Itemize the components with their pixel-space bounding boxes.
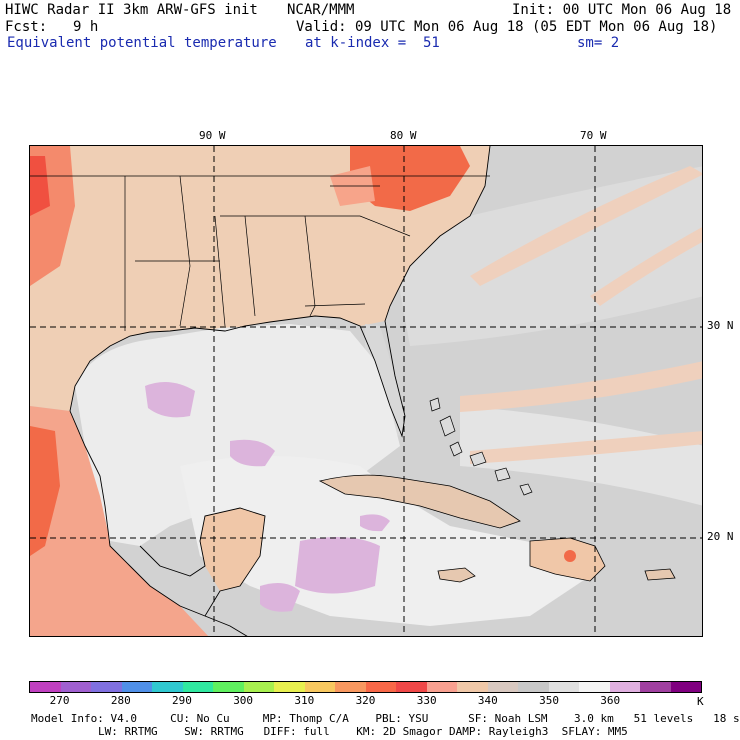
color-scale-tick-label: 340 [477, 694, 498, 707]
color-swatch [670, 682, 701, 692]
color-swatch [274, 682, 305, 692]
color-swatch [335, 682, 366, 692]
atlantic-warm-streak-2 [590, 227, 702, 306]
atlantic-warm-streak [470, 166, 702, 286]
color-swatch [182, 682, 213, 692]
lon-label-70w: 70 W [580, 129, 607, 142]
us-land [30, 146, 490, 411]
smoothing-info: sm= 2 [577, 35, 620, 51]
color-scale-tick-label: 280 [110, 694, 131, 707]
color-swatch [579, 682, 610, 692]
color-swatch [121, 682, 152, 692]
us-coastline [69, 146, 491, 438]
lavender-patch-5 [360, 514, 390, 532]
init-time: Init: 00 UTC Mon 06 Aug 18 [512, 2, 732, 18]
color-swatch [213, 682, 244, 692]
lon-label-80w: 80 W [390, 129, 417, 142]
state-borders [30, 175, 490, 331]
lat-label-30n: 30 N [707, 319, 734, 332]
color-swatch [60, 682, 91, 692]
color-swatch [426, 682, 457, 692]
color-scale-tick-label: 290 [172, 694, 192, 707]
color-swatch [640, 682, 671, 692]
theta-e-map [29, 145, 703, 637]
lon-label-90w: 90 W [199, 129, 226, 142]
color-scale-tick-label: 270 [49, 694, 70, 707]
color-scale-unit: K [697, 695, 704, 708]
color-swatch [609, 682, 640, 692]
color-swatch [457, 682, 488, 692]
color-swatch [91, 682, 122, 692]
color-swatch [30, 682, 61, 692]
lavender-patch-1 [145, 382, 195, 418]
color-scale-tick-label: 350 [539, 694, 559, 707]
color-swatch [396, 682, 427, 692]
atlantic-band-light [460, 406, 702, 506]
mexico-warm-region [30, 426, 60, 556]
atlantic-warm-streak-4 [470, 431, 702, 464]
product-title: HIWC Radar II 3km ARW-GFS init [5, 2, 258, 18]
model-info-line1: Model Info: V4.0 CU: No Cu MP: Thomp C/A… [31, 712, 740, 725]
bahamas-islands [429, 397, 533, 496]
cuba-island [318, 474, 521, 529]
color-swatch [548, 682, 579, 692]
forecast-hour: 9 h [73, 19, 99, 35]
florida-peninsula [365, 324, 405, 436]
color-scale-bar [29, 681, 702, 693]
lat-label-20n: 20 N [707, 530, 734, 543]
color-scale-tick-label: 330 [416, 694, 437, 707]
color-scale-tick-label: 300 [233, 694, 254, 707]
lavender-patch-3 [295, 537, 380, 594]
atlantic-warm-streak-3 [460, 361, 702, 412]
gulf-of-mexico [75, 324, 400, 546]
yucatan-peninsula [200, 508, 265, 591]
color-swatch [304, 682, 335, 692]
field-name: Equivalent potential temperature [7, 35, 277, 51]
organization: NCAR/MMM [287, 2, 355, 18]
jamaica-island [437, 567, 476, 583]
west-hot-region [30, 156, 50, 216]
hispaniola-warm-spot [564, 550, 576, 562]
color-swatch [243, 682, 274, 692]
forecast-label: Fcst: [5, 19, 48, 35]
central-america-coastline [204, 615, 248, 636]
lavender-patch-4 [260, 582, 300, 612]
appalachian-warm-region [350, 146, 470, 211]
map-canvas [30, 146, 702, 636]
mexico-land [30, 406, 209, 636]
valid-time: Valid: 09 UTC Mon 06 Aug 18 (05 EDT Mon … [296, 19, 718, 35]
puerto-rico-island [644, 568, 676, 581]
level-info: at k-index = 51 [305, 35, 440, 51]
color-scale-tick-label: 360 [600, 694, 621, 707]
lavender-patch-2 [230, 439, 275, 467]
color-scale-tick-label: 310 [294, 694, 315, 707]
color-swatch [487, 682, 518, 692]
mexico-coastline [69, 410, 266, 617]
lat-lon-grid [30, 146, 702, 636]
color-swatch [365, 682, 396, 692]
color-swatch [518, 682, 549, 692]
model-info-line2: LW: RRTMG SW: RRTMG DIFF: full KM: 2D Sm… [98, 725, 628, 738]
color-scale-tick-label: 320 [355, 694, 376, 707]
color-swatch [152, 682, 183, 692]
